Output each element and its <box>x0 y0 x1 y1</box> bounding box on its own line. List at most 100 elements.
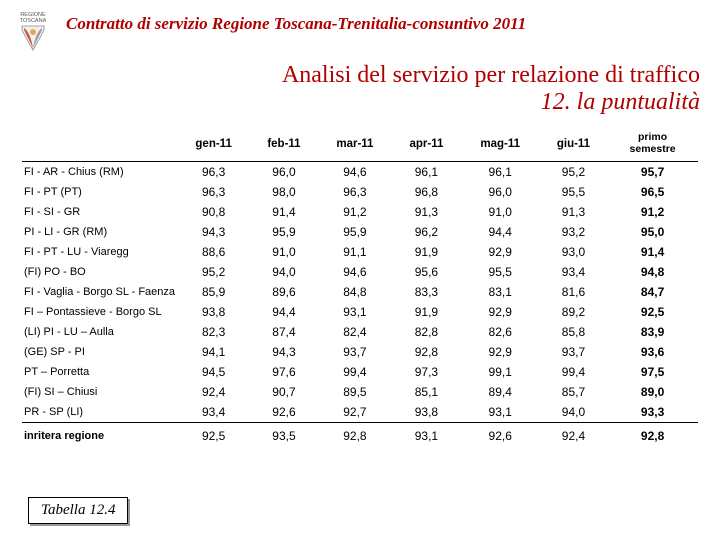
col-month: mag-11 <box>461 128 540 162</box>
punctuality-table: gen-11 feb-11 mar-11 apr-11 mag-11 giu-1… <box>22 128 698 446</box>
cell-value: 94,5 <box>177 362 250 382</box>
table-row: FI - AR - Chius (RM)96,396,094,696,196,1… <box>22 162 698 183</box>
totals-label: inritera regione <box>22 423 177 447</box>
totals-value: 93,1 <box>392 423 461 447</box>
cell-value: 96,3 <box>177 182 250 202</box>
cell-value: 95,5 <box>540 182 607 202</box>
cell-value: 93,1 <box>461 402 540 423</box>
cell-value: 98,0 <box>250 182 317 202</box>
cell-value: 93,1 <box>318 302 392 322</box>
cell-value: 99,1 <box>461 362 540 382</box>
cell-value: 81,6 <box>540 282 607 302</box>
totals-value: 92,8 <box>318 423 392 447</box>
cell-value: 94,3 <box>250 342 317 362</box>
col-month: giu-11 <box>540 128 607 162</box>
main-title: Analisi del servizio per relazione di tr… <box>0 54 720 89</box>
cell-value: 91,3 <box>540 202 607 222</box>
cell-value: 88,6 <box>177 242 250 262</box>
col-month: apr-11 <box>392 128 461 162</box>
cell-value: 96,3 <box>318 182 392 202</box>
cell-value: 95,9 <box>250 222 317 242</box>
totals-semester: 92,8 <box>607 423 698 447</box>
cell-value: 83,1 <box>461 282 540 302</box>
table-row: (LI) PI - LU – Aulla82,387,482,482,882,6… <box>22 322 698 342</box>
route-label: FI - Vaglia - Borgo SL - Faenza <box>22 282 177 302</box>
cell-value: 91,4 <box>250 202 317 222</box>
cell-value: 87,4 <box>250 322 317 342</box>
cell-value: 96,8 <box>392 182 461 202</box>
semester-total: 93,3 <box>607 402 698 423</box>
cell-value: 82,4 <box>318 322 392 342</box>
cell-value: 95,2 <box>177 262 250 282</box>
route-label: (FI) SI – Chiusi <box>22 382 177 402</box>
cell-value: 91,3 <box>392 202 461 222</box>
table-row: PI - LI - GR (RM)94,395,995,996,294,493,… <box>22 222 698 242</box>
cell-value: 92,9 <box>461 342 540 362</box>
cell-value: 96,2 <box>392 222 461 242</box>
sub-title: 12. la puntualità <box>0 89 720 124</box>
cell-value: 93,7 <box>318 342 392 362</box>
cell-value: 92,9 <box>461 302 540 322</box>
route-label: PI - LI - GR (RM) <box>22 222 177 242</box>
col-semester: primo semestre <box>607 128 698 162</box>
cell-value: 91,9 <box>392 242 461 262</box>
cell-value: 94,6 <box>318 262 392 282</box>
table-row: (GE) SP - PI94,194,393,792,892,993,793,6 <box>22 342 698 362</box>
semester-total: 91,2 <box>607 202 698 222</box>
cell-value: 89,2 <box>540 302 607 322</box>
semester-total: 96,5 <box>607 182 698 202</box>
table-row: FI - PT - LU - Viaregg88,691,091,191,992… <box>22 242 698 262</box>
totals-value: 92,5 <box>177 423 250 447</box>
cell-value: 99,4 <box>318 362 392 382</box>
semester-total: 83,9 <box>607 322 698 342</box>
cell-value: 85,1 <box>392 382 461 402</box>
cell-value: 96,0 <box>461 182 540 202</box>
totals-value: 93,5 <box>250 423 317 447</box>
cell-value: 95,5 <box>461 262 540 282</box>
cell-value: 97,6 <box>250 362 317 382</box>
route-label: (GE) SP - PI <box>22 342 177 362</box>
cell-value: 92,4 <box>177 382 250 402</box>
cell-value: 84,8 <box>318 282 392 302</box>
col-route <box>22 128 177 162</box>
semester-total: 91,4 <box>607 242 698 262</box>
totals-value: 92,4 <box>540 423 607 447</box>
cell-value: 93,4 <box>540 262 607 282</box>
cell-value: 82,3 <box>177 322 250 342</box>
cell-value: 82,8 <box>392 322 461 342</box>
cell-value: 94,6 <box>318 162 392 183</box>
cell-value: 85,8 <box>540 322 607 342</box>
cell-value: 89,5 <box>318 382 392 402</box>
semester-total: 93,6 <box>607 342 698 362</box>
cell-value: 85,7 <box>540 382 607 402</box>
cell-value: 92,6 <box>250 402 317 423</box>
route-label: FI - PT (PT) <box>22 182 177 202</box>
cell-value: 94,3 <box>177 222 250 242</box>
table-row: FI – Pontassieve - Borgo SL93,894,493,19… <box>22 302 698 322</box>
cell-value: 91,0 <box>250 242 317 262</box>
regione-toscana-logo: REGIONE TOSCANA <box>10 8 56 54</box>
data-table-container: gen-11 feb-11 mar-11 apr-11 mag-11 giu-1… <box>0 124 720 446</box>
cell-value: 95,6 <box>392 262 461 282</box>
semester-total: 84,7 <box>607 282 698 302</box>
cell-value: 90,7 <box>250 382 317 402</box>
table-row: (FI) SI – Chiusi92,490,789,585,189,485,7… <box>22 382 698 402</box>
cell-value: 96,1 <box>461 162 540 183</box>
cell-value: 92,8 <box>392 342 461 362</box>
cell-value: 99,4 <box>540 362 607 382</box>
table-row: PT – Porretta94,597,699,497,399,199,497,… <box>22 362 698 382</box>
route-label: PR - SP (LI) <box>22 402 177 423</box>
cell-value: 93,7 <box>540 342 607 362</box>
cell-value: 93,8 <box>177 302 250 322</box>
cell-value: 83,3 <box>392 282 461 302</box>
col-month: feb-11 <box>250 128 317 162</box>
cell-value: 94,4 <box>461 222 540 242</box>
cell-value: 94,4 <box>250 302 317 322</box>
cell-value: 92,7 <box>318 402 392 423</box>
semester-total: 97,5 <box>607 362 698 382</box>
cell-value: 96,3 <box>177 162 250 183</box>
cell-value: 89,6 <box>250 282 317 302</box>
route-label: FI - PT - LU - Viaregg <box>22 242 177 262</box>
table-row: PR - SP (LI)93,492,692,793,893,194,093,3 <box>22 402 698 423</box>
semester-total: 94,8 <box>607 262 698 282</box>
